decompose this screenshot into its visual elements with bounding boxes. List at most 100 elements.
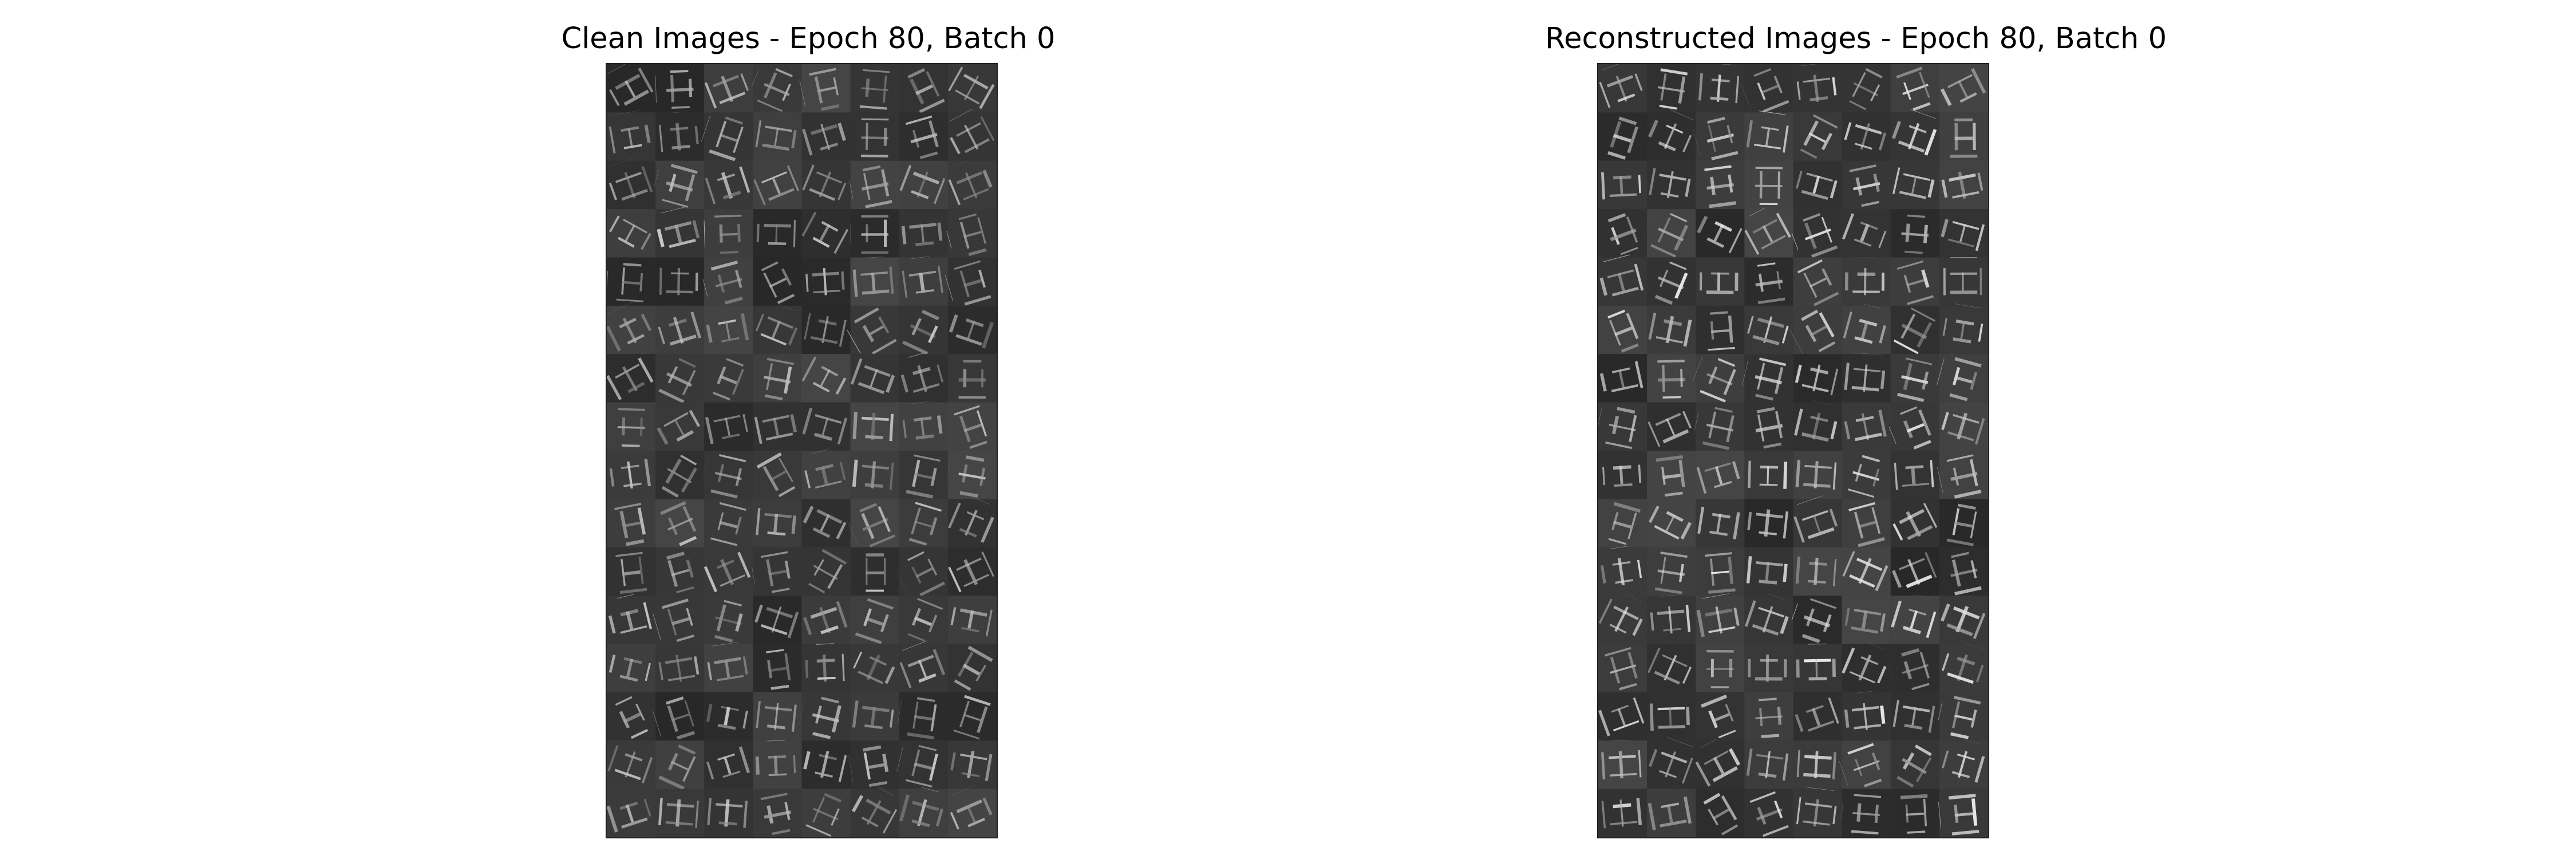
image-tile [698, 354, 760, 403]
image-tile [1889, 789, 1939, 837]
image-tile [1793, 349, 1842, 408]
image-tile [1939, 203, 1988, 263]
image-tile [947, 736, 997, 793]
image-tile [1888, 209, 1939, 258]
image-tile [1696, 64, 1745, 113]
image-tile [899, 254, 948, 309]
image-tile [1691, 692, 1752, 741]
image-tile [1793, 155, 1842, 215]
image-tile [1939, 302, 1988, 358]
image-tile [899, 784, 948, 837]
image-tile [899, 399, 948, 454]
image-tile [1939, 397, 1988, 457]
image-tile [749, 547, 806, 596]
image-tile [1598, 739, 1647, 789]
image-tile [1842, 592, 1891, 648]
image-tile [846, 160, 904, 210]
image-tile [1647, 301, 1696, 359]
image-tile [1890, 688, 1939, 744]
image-tile [946, 64, 997, 121]
image-tile [947, 591, 997, 649]
image-tile [1836, 499, 1897, 547]
image-tile [1934, 451, 1988, 499]
image-tile [801, 591, 851, 651]
image-tile [655, 257, 705, 306]
image-tile [1793, 397, 1842, 456]
image-tile [655, 300, 705, 361]
image-tile [607, 499, 660, 547]
image-tile [1744, 300, 1793, 360]
image-tile [607, 639, 656, 698]
image-tile [1647, 593, 1696, 647]
image-tile [607, 64, 656, 119]
image-tile [1885, 644, 1946, 692]
image-tile [1744, 205, 1793, 265]
image-tile [651, 499, 710, 547]
image-tile [1939, 112, 1988, 161]
image-tile [655, 110, 705, 163]
image-tile [1793, 739, 1842, 789]
image-tile [850, 209, 899, 258]
reconstructed-images-panel: Reconstructed Images - Epoch 80, Batch 0 [1545, 0, 2167, 859]
image-tile [704, 735, 753, 795]
image-tile [1886, 402, 1947, 451]
image-tile [704, 301, 753, 358]
image-tile [607, 108, 656, 165]
image-tile [1646, 106, 1696, 169]
image-tile [607, 692, 662, 741]
image-tile [1886, 257, 1945, 306]
image-tile [801, 735, 851, 794]
image-tile [703, 209, 753, 258]
image-tile [801, 397, 851, 457]
image-tile [1643, 64, 1700, 113]
image-tile [607, 350, 656, 409]
image-tile [847, 740, 903, 789]
image-tile [1744, 160, 1793, 210]
image-tile [848, 64, 899, 113]
image-tile [607, 205, 656, 264]
image-tile [893, 305, 956, 356]
image-tile [1939, 736, 1988, 795]
image-tile [850, 112, 899, 161]
image-tile [753, 497, 802, 550]
image-tile [801, 301, 851, 359]
reconstructed-images-title: Reconstructed Images - Epoch 80, Batch 0 [1545, 22, 2167, 56]
image-tile [846, 596, 906, 644]
image-tile [753, 739, 802, 789]
image-tile [651, 451, 710, 499]
image-tile [1744, 496, 1793, 550]
image-tile [1842, 107, 1891, 167]
image-tile [1744, 644, 1793, 692]
image-tile [1842, 257, 1891, 306]
image-tile [850, 348, 899, 409]
image-tile [649, 740, 712, 790]
image-tile [899, 206, 948, 260]
image-tile [1694, 305, 1745, 354]
image-tile [1598, 688, 1647, 748]
image-tile [1693, 547, 1747, 596]
image-tile [1842, 397, 1891, 455]
image-tile [1744, 109, 1793, 164]
clean-images-texture [607, 64, 997, 837]
image-tile [947, 354, 997, 403]
image-tile [1789, 209, 1849, 258]
image-tile [1939, 638, 1988, 699]
image-tile [1884, 739, 1945, 789]
image-tile [796, 692, 856, 741]
image-tile [1689, 354, 1752, 403]
image-tile [749, 64, 808, 113]
image-tile [1793, 64, 1842, 116]
image-tile [1787, 112, 1848, 161]
image-tile [1890, 448, 1939, 501]
clean-images-title: Clean Images - Epoch 80, Batch 0 [561, 22, 1056, 56]
image-tile [749, 354, 806, 403]
image-tile [699, 451, 758, 499]
image-tile [1886, 354, 1945, 403]
image-tile [704, 688, 753, 745]
reconstructed-images-texture [1598, 64, 1988, 837]
image-tile [1646, 354, 1696, 403]
image-tile [654, 64, 705, 113]
image-tile [753, 589, 802, 651]
image-tile [607, 783, 656, 837]
